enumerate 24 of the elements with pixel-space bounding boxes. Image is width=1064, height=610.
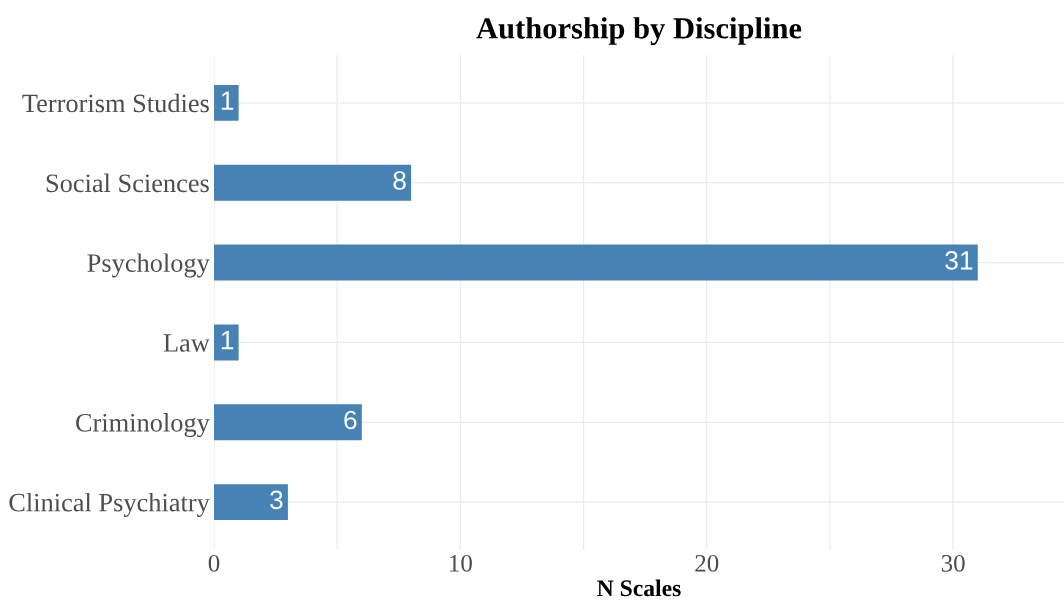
y-tick-label: Law <box>163 334 210 352</box>
data-label: 6 <box>344 410 357 430</box>
bar <box>214 404 362 441</box>
x-tick-label: 10 <box>450 554 472 572</box>
x-tick-label: 0 <box>208 554 220 572</box>
data-label: 1 <box>221 331 234 350</box>
y-tick-label: Social Sciences <box>46 173 209 193</box>
data-label: 1 <box>221 91 234 110</box>
data-label: 8 <box>393 171 406 190</box>
bar <box>214 244 978 281</box>
bar <box>214 164 412 201</box>
bar <box>214 484 288 521</box>
x-axis-title: N Scales <box>597 579 681 597</box>
y-tick-label: Terrorism Studies <box>22 93 209 113</box>
y-tick-label: Criminology <box>76 413 210 438</box>
bar <box>214 324 239 361</box>
chart-title: Authorship by Discipline <box>476 17 802 45</box>
x-tick-label: 30 <box>941 554 965 572</box>
y-tick-label: Clinical Psychiatry <box>9 492 210 517</box>
data-label: 31 <box>945 250 973 270</box>
bar <box>214 84 239 121</box>
data-label: 3 <box>270 490 283 510</box>
y-tick-label: Psychology <box>87 253 210 278</box>
x-tick-label: 20 <box>695 554 719 572</box>
